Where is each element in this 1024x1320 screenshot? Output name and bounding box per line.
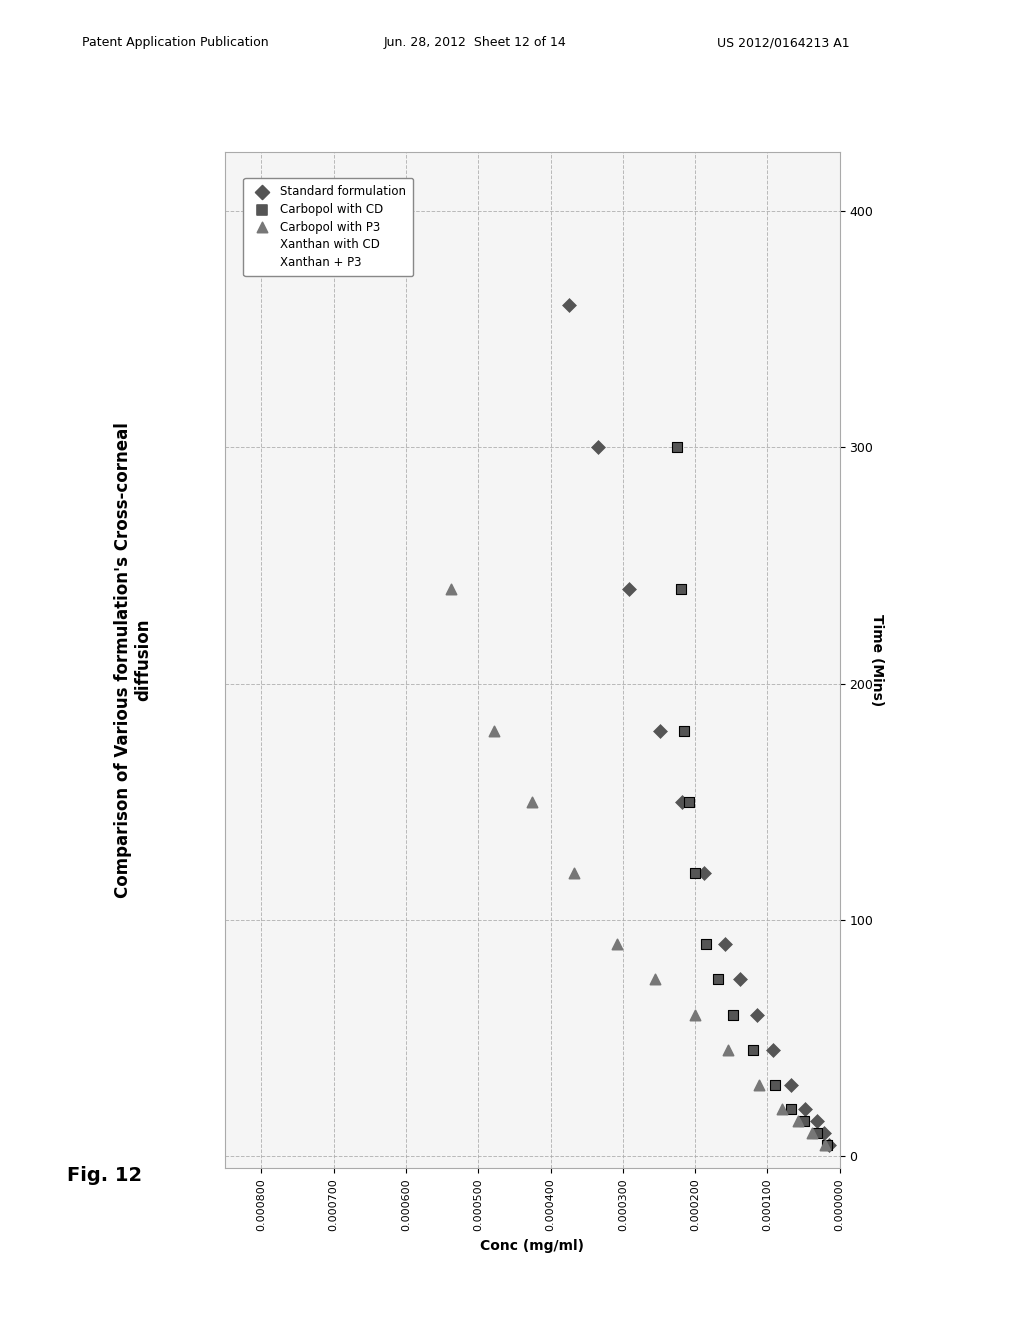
Point xyxy=(669,437,685,458)
Point xyxy=(765,1039,781,1060)
Point xyxy=(678,933,694,954)
Point xyxy=(803,1122,819,1143)
Point xyxy=(681,791,697,812)
Point xyxy=(720,1039,736,1060)
Text: US 2012/0164213 A1: US 2012/0164213 A1 xyxy=(717,36,850,49)
Point xyxy=(732,969,749,990)
Point xyxy=(346,933,362,954)
Point xyxy=(808,1110,824,1131)
Point xyxy=(710,969,726,990)
Point xyxy=(273,224,290,246)
Point xyxy=(774,1098,791,1119)
Point xyxy=(705,791,721,812)
Point xyxy=(749,1005,765,1026)
Point xyxy=(727,437,743,458)
Point xyxy=(725,1005,741,1026)
Point xyxy=(669,862,685,883)
Point xyxy=(278,366,294,387)
Point xyxy=(804,1122,820,1143)
Point xyxy=(715,721,731,742)
Point xyxy=(697,933,714,954)
Point xyxy=(817,1134,834,1155)
Legend: Standard formulation, Carbopol with CD, Carbopol with P3, Xanthan with CD, Xanth: Standard formulation, Carbopol with CD, … xyxy=(244,178,413,276)
Text: Patent Application Publication: Patent Application Publication xyxy=(82,36,268,49)
Point xyxy=(796,1110,812,1131)
Point xyxy=(766,1074,782,1096)
Point xyxy=(590,437,606,458)
Text: Fig. 12: Fig. 12 xyxy=(67,1167,141,1185)
Point xyxy=(815,1134,831,1155)
Point xyxy=(782,1098,799,1119)
Point xyxy=(751,1074,767,1096)
Point xyxy=(808,1122,824,1143)
Point xyxy=(702,1005,719,1026)
Point xyxy=(524,791,541,812)
Point xyxy=(397,1074,414,1096)
Point xyxy=(297,649,313,671)
Point xyxy=(652,721,669,742)
Point xyxy=(754,1074,770,1096)
Point xyxy=(486,721,503,742)
Point xyxy=(314,791,331,812)
Point xyxy=(725,1039,741,1060)
Point xyxy=(722,578,738,599)
Point xyxy=(687,1005,703,1026)
Point xyxy=(647,969,664,990)
Point xyxy=(820,1134,837,1155)
X-axis label: Conc (mg/ml): Conc (mg/ml) xyxy=(480,1239,585,1253)
Point xyxy=(782,1074,799,1096)
Point xyxy=(281,437,297,458)
Point xyxy=(621,578,637,599)
Point xyxy=(609,933,626,954)
Point xyxy=(305,721,322,742)
Point xyxy=(560,294,577,315)
Point xyxy=(772,1098,788,1119)
Point xyxy=(673,578,689,599)
Text: Comparison of Various formulation's Cross-corneal
diffusion: Comparison of Various formulation's Cros… xyxy=(114,422,153,898)
Text: Jun. 28, 2012  Sheet 12 of 14: Jun. 28, 2012 Sheet 12 of 14 xyxy=(384,36,566,49)
Point xyxy=(329,862,345,883)
Point xyxy=(790,1110,806,1131)
Point xyxy=(797,1098,813,1119)
Point xyxy=(565,862,582,883)
Point xyxy=(688,969,705,990)
Point xyxy=(442,578,459,599)
Point xyxy=(717,933,733,954)
Point xyxy=(284,508,300,529)
Point xyxy=(674,791,690,812)
Point xyxy=(818,1134,835,1155)
Y-axis label: Time (Mins): Time (Mins) xyxy=(870,614,885,706)
Point xyxy=(815,1122,831,1143)
Point xyxy=(369,1005,385,1026)
Point xyxy=(271,177,288,198)
Point xyxy=(744,1039,761,1060)
Point xyxy=(687,862,703,883)
Point xyxy=(788,1110,805,1131)
Point xyxy=(695,862,712,883)
Point xyxy=(290,578,306,599)
Point xyxy=(274,294,291,315)
Point xyxy=(676,721,692,742)
